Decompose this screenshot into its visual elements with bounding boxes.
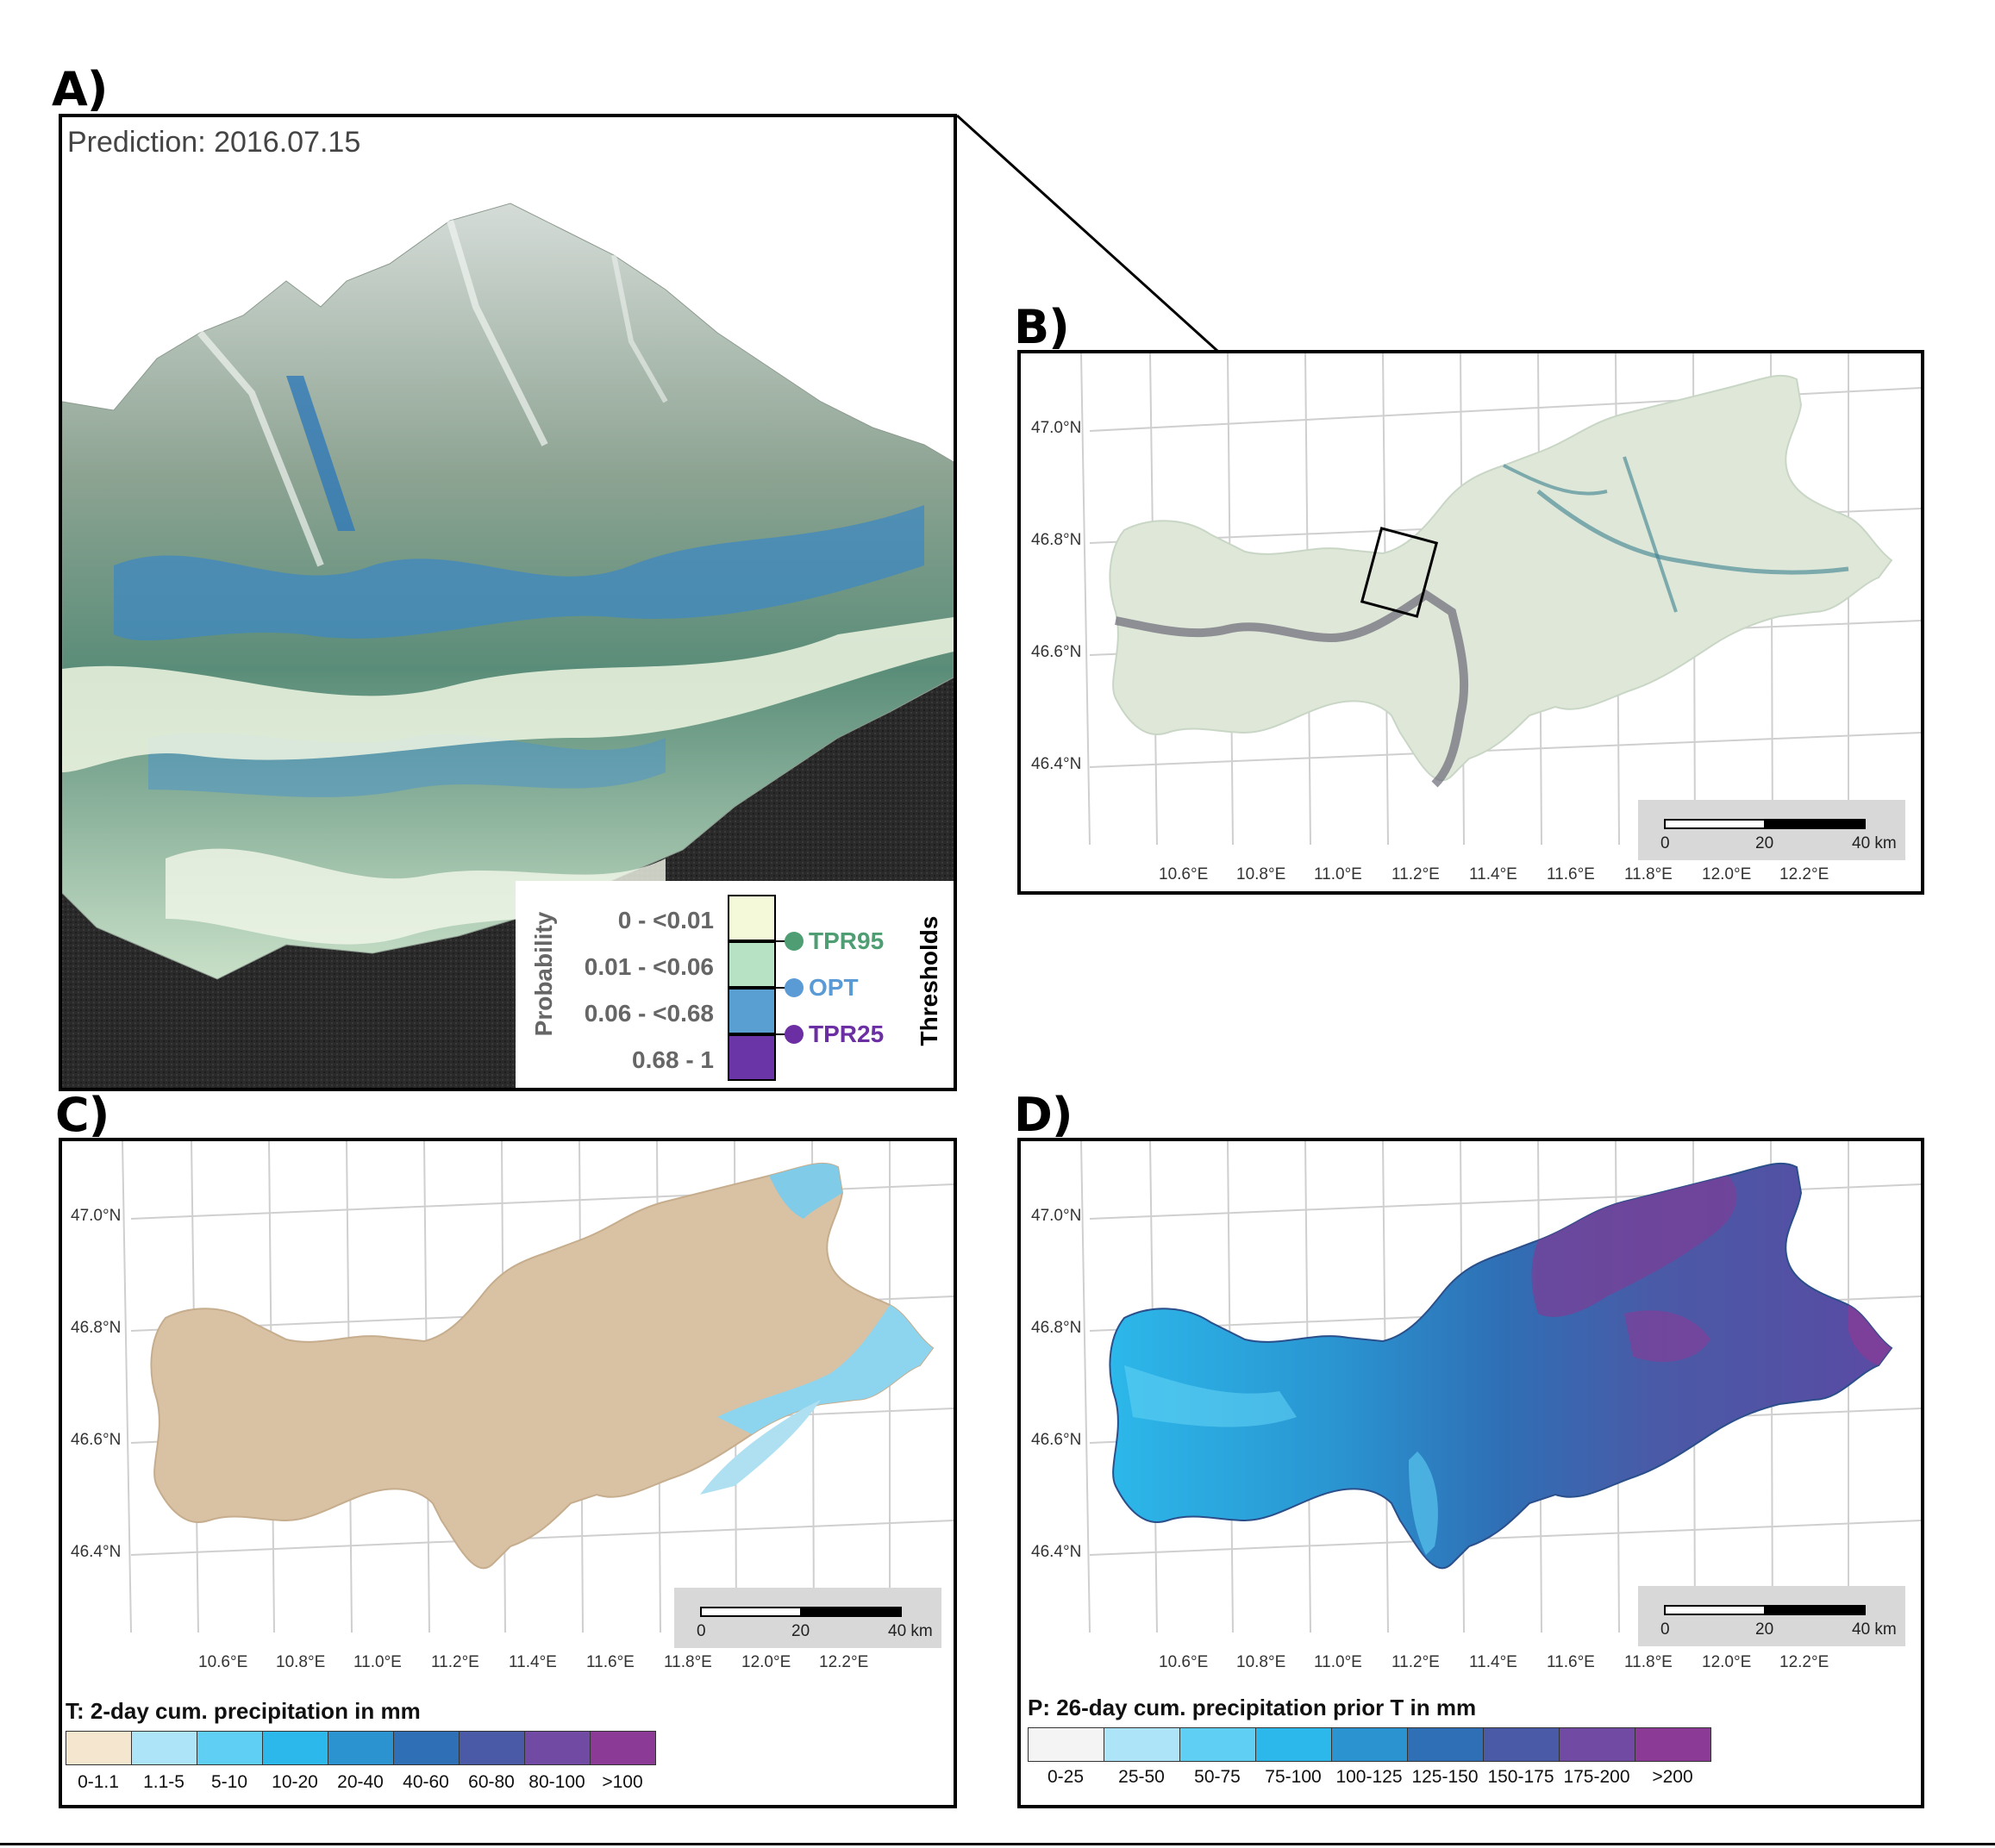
study-area-map — [1080, 353, 1921, 846]
lat-tick: 46.6°N — [71, 1431, 122, 1449]
panel-b-map: 47.0°N 46.8°N 46.6°N 46.4°N 10.6°E 10.8°… — [1017, 350, 1924, 895]
legend-c-label: 20-40 — [337, 1772, 384, 1792]
legend-c-label: 40-60 — [403, 1772, 449, 1792]
lat-tick: 46.6°N — [1031, 1431, 1082, 1449]
panel-d-map: 47.0°N 46.8°N 46.6°N 46.4°N 10.6°E 10.8°… — [1017, 1138, 1924, 1808]
probability-color-box — [728, 1034, 776, 1081]
panel-d-letter: D) — [1014, 1088, 1073, 1142]
lon-tick: 11.2°E — [1391, 865, 1440, 883]
probability-class-label: 0.01 - <0.06 — [584, 953, 714, 980]
legend-d-label: 100-125 — [1335, 1767, 1403, 1787]
terrain-3d-render — [62, 117, 954, 1088]
panel-c-letter: C) — [55, 1088, 109, 1142]
lon-tick: 11.0°E — [1314, 1653, 1362, 1671]
probability-color-box — [728, 988, 776, 1034]
threshold-line — [776, 987, 791, 989]
legend-c-label: 60-80 — [468, 1772, 515, 1792]
lon-tick: 11.8°E — [664, 1653, 712, 1671]
legend-d-label: 75-100 — [1265, 1767, 1322, 1787]
panel-c-map: 47.0°N 46.8°N 46.6°N 46.4°N 10.6°E 10.8°… — [59, 1138, 957, 1808]
lon-tick: 11.0°E — [1314, 865, 1362, 883]
lon-tick: 12.0°E — [741, 1653, 791, 1671]
scalebar: 0 20 40 km — [674, 1588, 941, 1648]
legend-d-label: 125-150 — [1411, 1767, 1479, 1787]
thresholds-legend-title: Thresholds — [916, 915, 942, 1046]
lat-tick: 47.0°N — [1031, 1207, 1082, 1225]
panel-b-letter: B) — [1014, 300, 1070, 354]
lon-tick: 11.4°E — [1469, 1653, 1517, 1671]
legend-c-label: 1.1-5 — [143, 1772, 184, 1792]
lon-tick: 11.6°E — [1547, 865, 1595, 883]
legend-d-title: P: 26-day cum. precipitation prior T in … — [1028, 1695, 1477, 1720]
threshold-opt-label: OPT — [809, 974, 859, 1001]
lon-tick: 11.4°E — [1469, 865, 1517, 883]
lon-tick: 12.0°E — [1702, 1653, 1752, 1671]
lat-tick: 47.0°N — [1031, 419, 1082, 437]
threshold-opt-dot — [785, 978, 804, 997]
legend-c-label: >100 — [602, 1772, 643, 1792]
probability-class-label: 0.06 - <0.68 — [584, 1000, 714, 1027]
legend-c-label: 5-10 — [210, 1772, 248, 1792]
lon-tick: 12.0°E — [1702, 865, 1752, 883]
legend-c-label: 80-100 — [528, 1772, 585, 1792]
probability-legend: Probability 0 - <0.01 0.01 - <0.06 0.06 … — [516, 881, 954, 1088]
lon-tick: 12.2°E — [1779, 865, 1829, 883]
probability-color-box — [728, 895, 776, 941]
lon-tick: 11.6°E — [586, 1653, 635, 1671]
lon-tick: 12.2°E — [819, 1653, 869, 1671]
lat-tick: 46.8°N — [1031, 531, 1082, 549]
probability-legend-title: Probability — [530, 911, 557, 1037]
antecedent-precip-map — [1080, 1141, 1921, 1633]
lon-tick: 11.2°E — [1391, 1653, 1440, 1671]
lon-tick: 12.2°E — [1779, 1653, 1829, 1671]
lon-tick: 10.6°E — [1159, 1653, 1209, 1671]
legend-c-title: T: 2-day cum. precipitation in mm — [66, 1698, 421, 1724]
legend-d-label: >200 — [1652, 1767, 1693, 1787]
threshold-tpr95-dot — [785, 932, 804, 951]
legend-d-label: 25-50 — [1118, 1767, 1165, 1787]
threshold-line — [776, 1033, 791, 1035]
legend-d: 0-25 25-50 50-75 75-100 100-125 125-150 … — [1028, 1727, 1717, 1796]
probability-class-label: 0.68 - 1 — [632, 1046, 714, 1073]
lon-tick: 11.2°E — [431, 1653, 479, 1671]
lon-tick: 10.6°E — [198, 1653, 248, 1671]
lon-tick: 11.4°E — [509, 1653, 557, 1671]
threshold-tpr25-label: TPR25 — [809, 1021, 885, 1047]
scalebar: 0 20 40 km — [1638, 1586, 1905, 1646]
lon-tick: 11.6°E — [1547, 1653, 1595, 1671]
lat-tick: 46.8°N — [71, 1319, 122, 1337]
lon-tick: 11.8°E — [1624, 865, 1673, 883]
lon-tick: 10.8°E — [1236, 865, 1286, 883]
prediction-label: Prediction: 2016.07.15 — [67, 126, 361, 159]
scalebar: 0 20 40 km — [1638, 800, 1905, 860]
lat-tick: 46.4°N — [1031, 755, 1082, 773]
lat-tick: 46.6°N — [1031, 643, 1082, 661]
zoom-extent-box — [1360, 527, 1439, 618]
legend-c-label: 0-1.1 — [78, 1772, 119, 1792]
legend-d-label: 150-175 — [1487, 1767, 1554, 1787]
bottom-rule — [0, 1843, 1995, 1845]
legend-d-label: 0-25 — [1047, 1767, 1085, 1787]
lon-tick: 10.6°E — [1159, 865, 1209, 883]
lat-tick: 46.8°N — [1031, 1319, 1082, 1337]
trigger-precip-map — [122, 1141, 954, 1633]
lon-tick: 10.8°E — [1236, 1653, 1286, 1671]
threshold-tpr25-dot — [785, 1025, 804, 1044]
lon-tick: 11.0°E — [353, 1653, 402, 1671]
probability-color-box — [728, 941, 776, 988]
legend-d-label: 175-200 — [1563, 1767, 1630, 1787]
legend-c: 0-1.1 1.1-5 5-10 10-20 20-40 40-60 60-80… — [66, 1731, 669, 1800]
panel-a-letter: A) — [52, 62, 108, 116]
lon-tick: 11.8°E — [1624, 1653, 1673, 1671]
legend-c-label: 10-20 — [272, 1772, 318, 1792]
panel-a-3d-view: Prediction: 2016.07.15 Probability 0 - <… — [59, 114, 957, 1091]
threshold-line — [776, 940, 791, 942]
lon-tick: 10.8°E — [276, 1653, 326, 1671]
lat-tick: 46.4°N — [71, 1543, 122, 1561]
lat-tick: 46.4°N — [1031, 1543, 1082, 1561]
lat-tick: 47.0°N — [71, 1207, 122, 1225]
legend-d-label: 50-75 — [1194, 1767, 1241, 1787]
threshold-tpr95-label: TPR95 — [809, 927, 885, 954]
probability-class-label: 0 - <0.01 — [617, 907, 714, 933]
